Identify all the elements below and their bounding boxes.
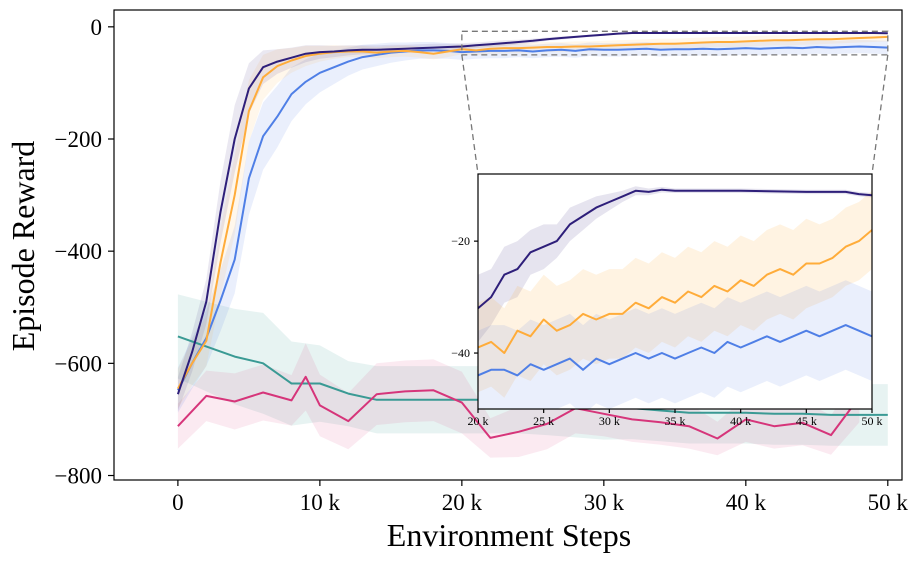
zoom-indicator [461,30,889,175]
inset-series-navy-line [478,188,872,310]
main-y-tick-label: −600 [55,351,102,376]
y-axis-title: Episode Reward [5,141,41,352]
inset-y-tick-label: −40 [451,346,470,360]
inset-y-tick-label: −20 [451,234,470,248]
inset-bands [478,186,872,409]
zoom-box [461,30,889,56]
inset-axes: 20 k 25 k 30 k 35 k 40 k 45 k 50 k −20 −40 [451,173,883,428]
main-x-tick-label: 0 [172,490,184,515]
inset-series-navy-band [478,186,872,342]
main-series-blue-line [177,45,888,391]
inset-x-tick-label: 35 k [665,414,686,428]
inset-series-orange-line [478,229,872,354]
inset-series-orange-band [478,190,872,398]
main-y-tick-label: −400 [55,239,102,264]
zoom-connector-right [871,54,889,175]
inset-plot: 20 k 25 k 30 k 35 k 40 k 45 k 50 k −20 −40 [451,173,883,428]
zoom-connector-left [461,54,479,175]
main-series-magenta-line [177,375,861,440]
main-x-tick-label: 40 k [726,490,767,515]
inset-series-blue-band [478,280,872,409]
inset-x-tick-label: 30 k [599,414,620,428]
main-series-magenta-band [177,343,860,458]
inset-series-blue-line [478,324,872,377]
inset-x-tick-label: 50 k [862,414,883,428]
inset-lines [478,188,872,377]
x-axis-title: Environment Steps [387,517,631,553]
main-series-navy-line [176,32,888,395]
main-x-tick-label: 30 k [584,490,625,515]
main-y-tick-label: −200 [55,127,102,152]
main-axes: 0 10 k 20 k 30 k 40 k 50 k 0 −200 −400 −600 −800 [55,9,909,515]
main-frame [113,9,903,481]
main-series-orange-line [177,35,888,390]
inset-x-tick-label: 40 k [730,414,751,428]
main-y-tick-label: −800 [55,464,102,489]
main-series-navy-band [177,32,888,412]
main-x-tick-label: 10 k [300,490,341,515]
main-y-tick-label: 0 [91,15,103,40]
main-x-tick-label: 20 k [442,490,483,515]
main-x-tick-label: 50 k [868,490,909,515]
inset-x-tick-label: 25 k [533,414,554,428]
inset-x-tick-label: 20 k [468,414,489,428]
inset-x-tick-label: 45 k [796,414,817,428]
